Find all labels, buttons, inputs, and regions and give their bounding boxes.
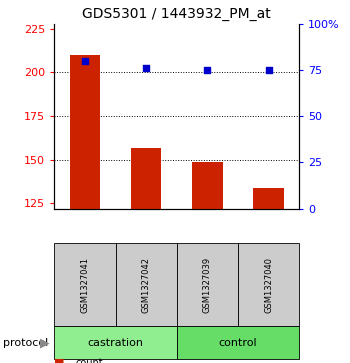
Point bbox=[144, 65, 149, 71]
Point bbox=[204, 67, 210, 73]
Text: GSM1327039: GSM1327039 bbox=[203, 257, 212, 313]
Bar bbox=[116, 243, 177, 326]
Text: GSM1327040: GSM1327040 bbox=[264, 257, 273, 313]
Text: ▶: ▶ bbox=[40, 336, 50, 349]
Bar bbox=[177, 243, 238, 326]
Bar bbox=[192, 162, 223, 209]
Bar bbox=[177, 326, 299, 359]
Point bbox=[266, 67, 272, 73]
Bar bbox=[253, 188, 284, 209]
Bar bbox=[238, 243, 299, 326]
Text: control: control bbox=[219, 338, 257, 348]
Text: ■: ■ bbox=[54, 358, 65, 363]
Text: protocol: protocol bbox=[4, 338, 49, 348]
Bar bbox=[131, 148, 161, 209]
Title: GDS5301 / 1443932_PM_at: GDS5301 / 1443932_PM_at bbox=[82, 7, 271, 21]
Text: GSM1327042: GSM1327042 bbox=[142, 257, 150, 313]
Text: castration: castration bbox=[88, 338, 144, 348]
Bar bbox=[54, 243, 116, 326]
Point bbox=[82, 58, 88, 64]
Bar bbox=[70, 55, 100, 209]
Text: count: count bbox=[75, 358, 103, 363]
Bar bbox=[54, 326, 177, 359]
Text: GSM1327041: GSM1327041 bbox=[80, 257, 89, 313]
